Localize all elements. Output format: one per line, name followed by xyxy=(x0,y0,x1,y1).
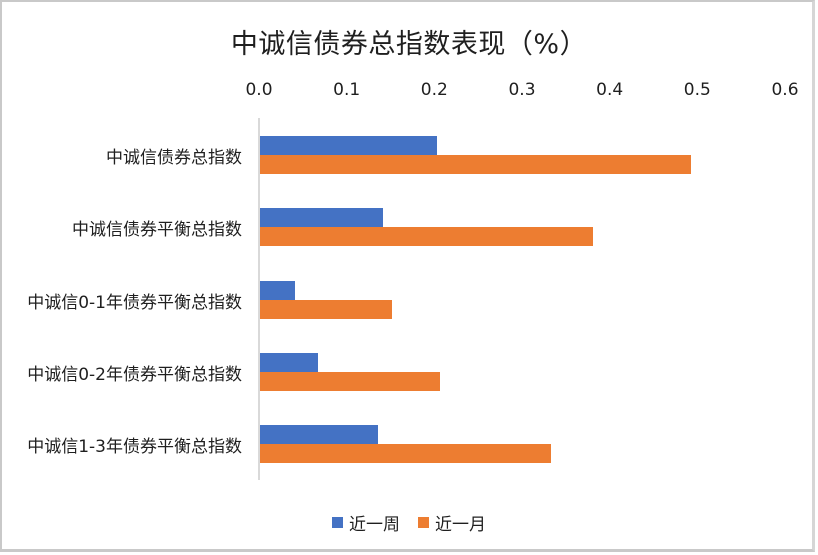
bar-week[interactable] xyxy=(260,208,383,228)
category-label: 中诚信1-3年债券平衡总指数 xyxy=(27,437,242,457)
bar-week[interactable] xyxy=(260,280,296,300)
legend-label-week: 近一周 xyxy=(349,515,400,535)
x-tick-label: 0.4 xyxy=(596,80,624,100)
legend-item-month[interactable]: 近一月 xyxy=(418,510,486,535)
legend-swatch-month xyxy=(418,517,429,528)
bar-month[interactable] xyxy=(260,227,594,247)
category-label: 中诚信债券总指数 xyxy=(106,148,242,168)
x-tick-label: 0.0 xyxy=(245,80,273,100)
category-label: 中诚信0-2年债券平衡总指数 xyxy=(27,364,242,385)
bar-month[interactable] xyxy=(260,299,393,319)
x-tick-label: 0.1 xyxy=(333,80,361,100)
x-tick-label: 0.5 xyxy=(683,80,711,100)
legend: 近一周 近一月 xyxy=(0,510,818,535)
bar-week[interactable] xyxy=(260,352,318,372)
bar-week[interactable] xyxy=(260,136,438,155)
bar-month[interactable] xyxy=(260,371,440,391)
x-tick-label: 0.3 xyxy=(508,80,536,100)
legend-item-week[interactable]: 近一周 xyxy=(332,510,400,535)
x-tick-label: 0.6 xyxy=(771,80,799,100)
x-tick-label: 0.2 xyxy=(420,80,448,100)
chart-title: 中诚信债券总指数表现（%） xyxy=(230,29,588,60)
category-label: 中诚信0-1年债券平衡总指数 xyxy=(27,292,242,313)
legend-label-month: 近一月 xyxy=(435,515,486,535)
category-label: 中诚信债券平衡总指数 xyxy=(72,220,242,241)
bar-month[interactable] xyxy=(260,444,552,463)
bar-week[interactable] xyxy=(260,425,379,444)
y-axis-line xyxy=(258,118,260,480)
bar-month[interactable] xyxy=(260,155,692,174)
legend-swatch-week xyxy=(332,517,343,528)
